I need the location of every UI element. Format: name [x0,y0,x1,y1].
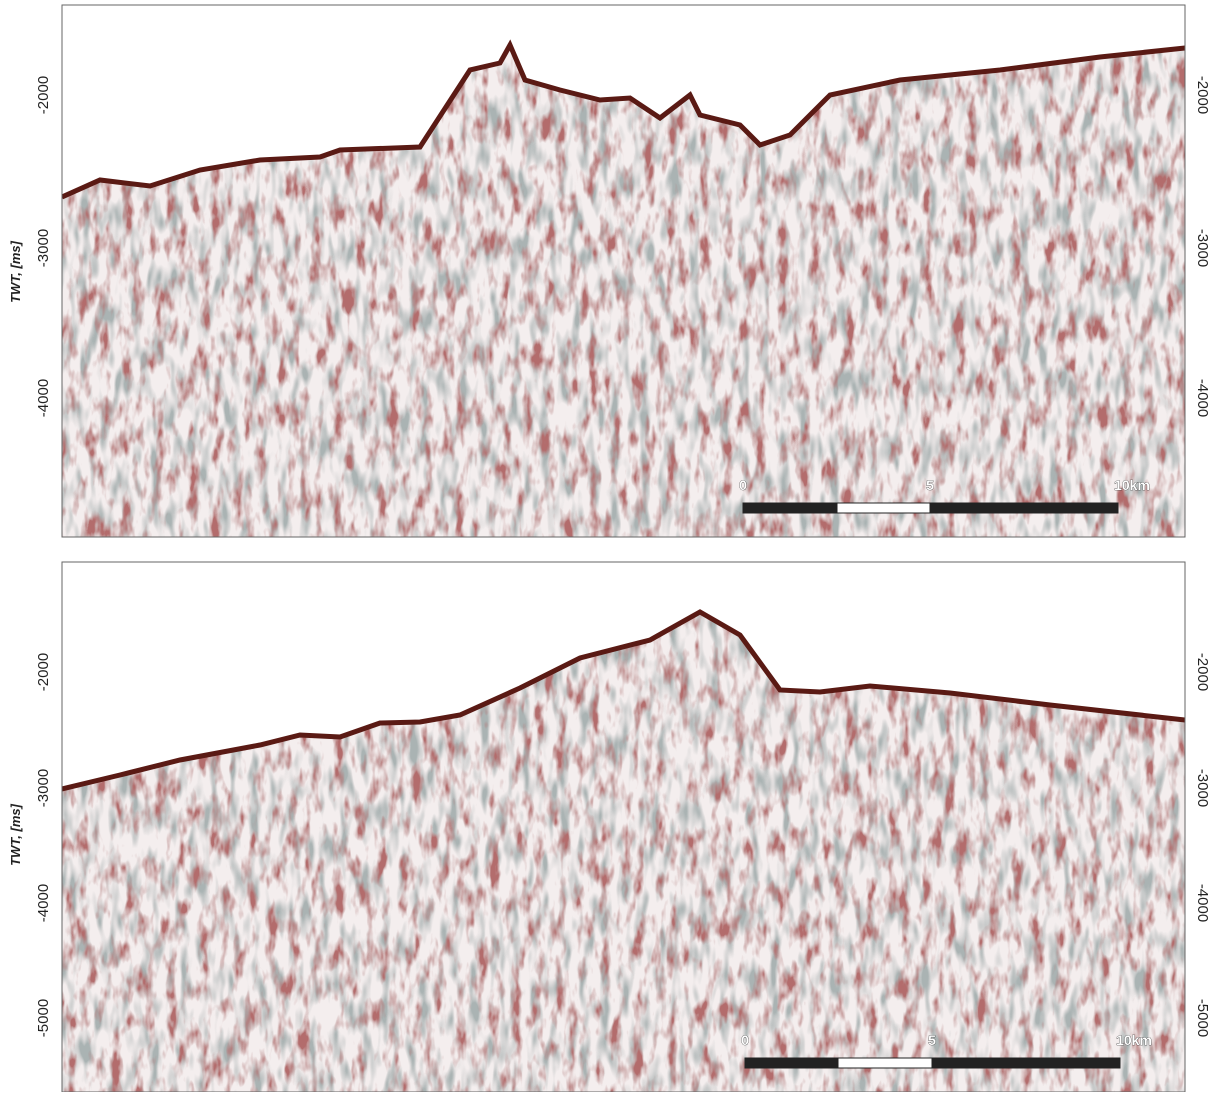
tick-label: -2000 [35,76,52,114]
tick-label: -4000 [35,884,52,922]
tick-label: -3000 [35,229,52,267]
tick-label: -2000 [35,653,52,691]
scale-label: 0 [739,477,747,493]
seismic-section [62,5,1185,537]
tick-label: -5000 [35,999,52,1037]
left-ticks: -2000 -3000 -4000 -5000 [35,653,52,1037]
tick-label: -2000 [1194,76,1211,114]
tick-label: -3000 [35,769,52,807]
page: TWT, [ms] -2000 -3000 -4000 -2000 -3000 … [0,0,1222,1092]
tick-label: -3000 [1194,769,1211,807]
tick-label: -4000 [1194,379,1211,417]
scale-label: 10km [1114,477,1150,493]
right-ticks: -2000 -3000 -4000 [1194,76,1211,417]
figure: TWT, [ms] -2000 -3000 -4000 -2000 -3000 … [0,0,1222,1092]
scale-label: 5 [926,477,934,493]
tick-label: -4000 [1194,884,1211,922]
y-axis-label: TWT, [ms] [8,240,23,303]
tick-label: -4000 [35,379,52,417]
scale-label: 0 [741,1032,749,1048]
left-ticks: -2000 -3000 -4000 [35,76,52,417]
tick-label: -2000 [1194,653,1211,691]
tick-label: -3000 [1194,229,1211,267]
scale-label: 5 [928,1032,936,1048]
right-ticks: -2000 -3000 -4000 -5000 [1194,653,1211,1037]
seismic-section [62,562,1185,1092]
scale-label: 10km [1116,1032,1152,1048]
tick-label: -5000 [1194,999,1211,1037]
y-axis-label: TWT, [ms] [8,803,23,866]
